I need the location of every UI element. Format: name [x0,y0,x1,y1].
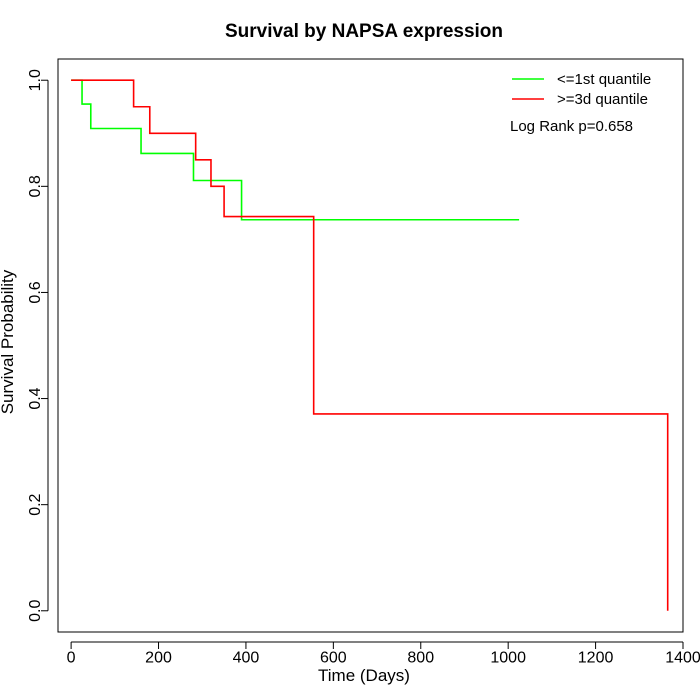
x-tick-label: 0 [67,649,76,666]
y-tick-label: 1.0 [27,69,44,91]
y-tick-label: 0.2 [27,493,44,515]
legend: <=1st quantile >=3d quantile [512,71,651,108]
x-axis: 0 200 400 600 800 1000 1200 1400 [67,641,700,666]
x-tick-label: 600 [320,649,347,666]
series-line-2 [71,79,669,611]
x-tick-label: 200 [145,649,172,666]
series-line-1 [71,79,520,221]
chart-title: Survival by NAPSA expression [225,21,503,42]
y-tick-label: 0.8 [27,175,44,197]
series-layer [71,79,669,611]
x-tick-label: 1400 [665,649,700,666]
y-axis-label: Survival Probability [0,269,17,414]
y-tick-label: 0.6 [27,281,44,303]
plot-frame [57,58,684,633]
y-tick-label: 0.0 [27,600,44,622]
x-tick-label: 800 [407,649,434,666]
x-axis-label: Time (Days) [318,666,410,685]
y-axis: 0.0 0.2 0.4 0.6 0.8 1.0 [27,69,49,622]
x-tick-label: 1000 [490,649,526,666]
legend-label: <=1st quantile [557,71,651,88]
y-tick-label: 0.4 [27,387,44,409]
log-rank-annotation: Log Rank p=0.658 [510,118,633,135]
x-tick-label: 400 [233,649,260,666]
x-tick-label: 1200 [578,649,614,666]
legend-label: >=3d quantile [557,91,648,108]
